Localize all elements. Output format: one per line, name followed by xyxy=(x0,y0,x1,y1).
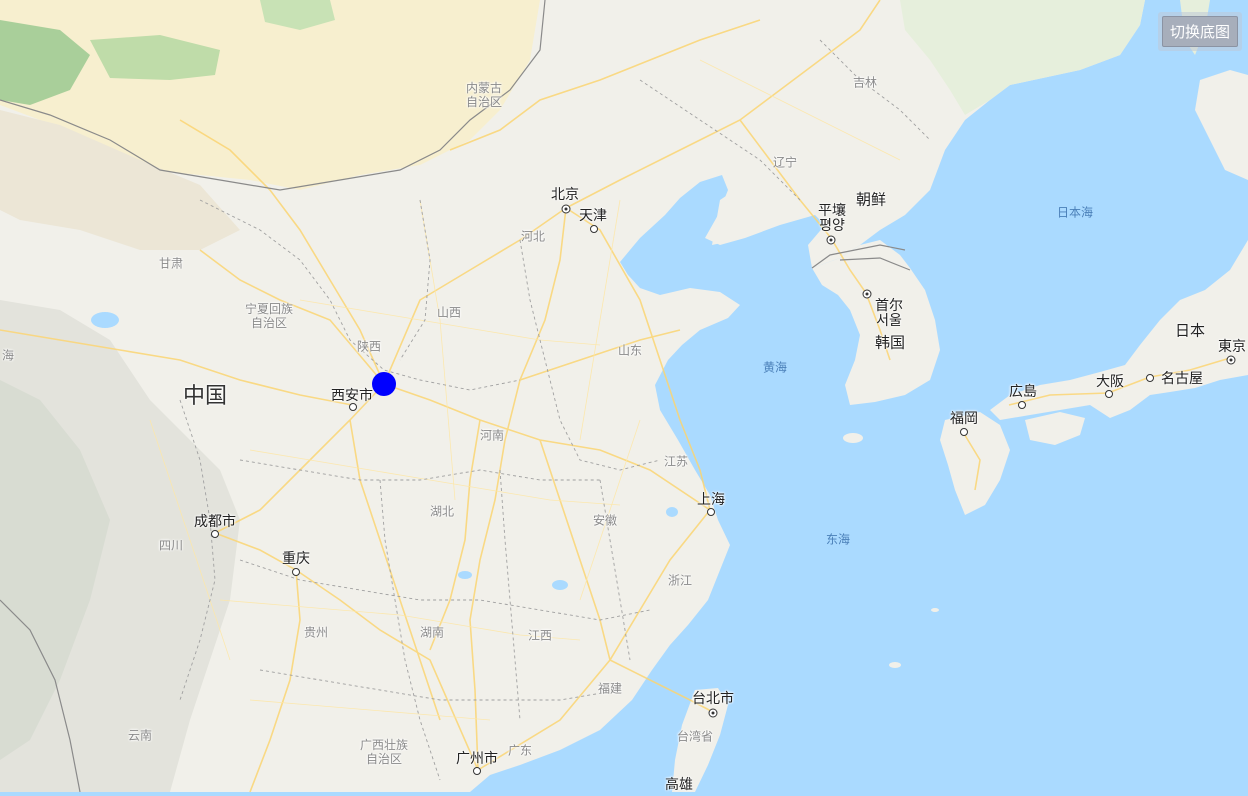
small-island xyxy=(931,608,939,612)
liaodong-peninsula xyxy=(712,180,770,245)
korea-peninsula xyxy=(812,240,940,405)
city-dot-tokyo xyxy=(1226,355,1236,365)
jeju-island xyxy=(843,433,863,443)
japan-hokkaido xyxy=(1195,70,1248,180)
city-dot-osaka xyxy=(1105,390,1113,398)
city-dot-pyongyang xyxy=(826,235,836,245)
location-marker[interactable] xyxy=(372,372,396,396)
desert-patch xyxy=(0,110,240,250)
forest-patch xyxy=(260,0,335,30)
city-dot-beijing xyxy=(561,204,571,214)
asia-mainland xyxy=(0,0,1145,792)
forest-patch xyxy=(0,20,90,105)
switch-basemap-button[interactable]: 切换底图 xyxy=(1161,16,1238,47)
lake xyxy=(458,571,472,579)
forest-patch xyxy=(90,35,220,80)
country-boundaries xyxy=(0,0,911,793)
japan-kyushu xyxy=(940,412,1010,515)
city-dot-tianjin xyxy=(590,225,598,233)
city-dot-nagoya xyxy=(1146,374,1154,382)
city-dot-chengdu xyxy=(211,530,219,538)
lake xyxy=(666,507,678,517)
city-dot-taipei xyxy=(708,708,718,718)
mountain-relief xyxy=(0,380,110,760)
lake xyxy=(91,312,119,328)
lake xyxy=(552,580,568,590)
basemap-switch-control: 切换底图 xyxy=(1157,12,1242,51)
city-dot-seoul xyxy=(862,289,872,299)
city-dot-fukuoka xyxy=(960,428,968,436)
city-dot-hiroshima xyxy=(1018,401,1026,409)
city-dot-guangzhou xyxy=(473,767,481,775)
ne-land xyxy=(900,0,1145,115)
japan-shikoku xyxy=(1025,412,1085,445)
japan-honshu xyxy=(990,240,1248,420)
province-boundaries xyxy=(179,39,931,781)
city-dot-shanghai xyxy=(707,508,715,516)
city-dot-xian xyxy=(349,403,357,411)
small-island xyxy=(889,662,901,668)
city-dot-chongqing xyxy=(292,568,300,576)
